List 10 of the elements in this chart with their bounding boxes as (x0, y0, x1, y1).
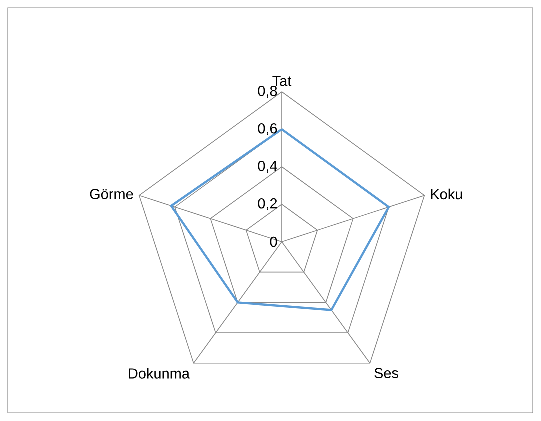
spoke-label: Dokunma (129, 368, 190, 379)
spoke-label: Koku (431, 188, 462, 200)
y-tick-label: 0,4 (258, 161, 278, 173)
y-tick-label: 0 (270, 236, 278, 248)
spoke-label: Tat (272, 76, 292, 86)
y-tick-label: 0,6 (258, 124, 278, 136)
spoke-label: Görme (90, 189, 134, 200)
spoke-label: Ses (374, 368, 398, 378)
y-tick-label: 0,2 (258, 198, 278, 210)
y-tick-label: 0,8 (258, 86, 278, 98)
